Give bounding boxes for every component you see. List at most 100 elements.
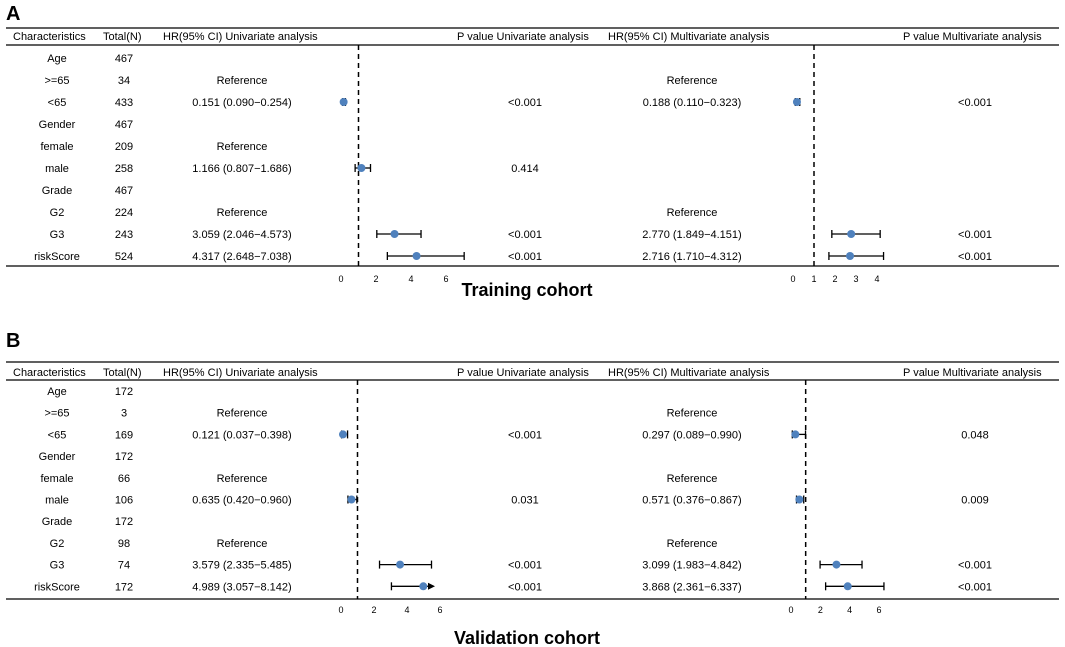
x-tick-label: 4 [847, 605, 852, 615]
row-multi-hr: 0.571 (0.376−0.867) [642, 495, 741, 507]
x-tick-label: 4 [874, 274, 879, 284]
row-characteristic: Age [47, 386, 67, 398]
row-multi-p: <0.001 [958, 560, 992, 572]
row-uni-hr: Reference [217, 141, 268, 153]
row-characteristic: >=65 [44, 75, 69, 87]
hr-point-univariate [390, 230, 399, 238]
hr-point-univariate [339, 98, 348, 106]
row-total: 66 [118, 473, 130, 485]
column-header: P value Univariate analysis [457, 31, 589, 43]
row-total: 172 [115, 386, 133, 398]
row-characteristic: Gender [39, 451, 76, 463]
x-tick-label: 0 [788, 605, 793, 615]
row-characteristic: male [45, 163, 69, 175]
row-uni-hr: 3.579 (2.335−5.485) [192, 560, 291, 572]
hr-point-multivariate [795, 495, 804, 504]
hr-point-multivariate [792, 98, 801, 106]
chart-title: Training cohort [461, 280, 592, 300]
row-multi-hr: Reference [667, 207, 718, 219]
hr-point-multivariate [832, 560, 841, 569]
row-characteristic: riskScore [34, 251, 80, 263]
row-multi-hr: Reference [667, 408, 718, 420]
row-total: 224 [115, 207, 133, 219]
column-header: Total(N) [103, 367, 142, 379]
row-multi-hr: Reference [667, 75, 718, 87]
row-uni-p: 0.414 [511, 163, 539, 175]
row-total: 3 [121, 408, 127, 420]
row-uni-hr: 4.989 (3.057−8.142) [192, 581, 291, 593]
column-header: HR(95% CI) Univariate analysis [163, 367, 318, 379]
row-multi-p: 0.048 [961, 429, 989, 441]
column-header: HR(95% CI) Multivariate analysis [608, 367, 770, 379]
row-multi-p: 0.009 [961, 495, 989, 507]
hr-point-multivariate [847, 230, 856, 238]
row-uni-hr: 3.059 (2.046−4.573) [192, 229, 291, 241]
row-uni-hr: 0.635 (0.420−0.960) [192, 495, 291, 507]
row-uni-p: <0.001 [508, 429, 542, 441]
row-characteristic: <65 [48, 429, 67, 441]
row-total: 169 [115, 429, 133, 441]
row-total: 172 [115, 451, 133, 463]
row-uni-hr: 1.166 (0.807−1.686) [192, 163, 291, 175]
row-total: 172 [115, 516, 133, 528]
hr-point-univariate [419, 582, 428, 591]
column-header: P value Multivariate analysis [903, 31, 1042, 43]
row-multi-hr: 2.770 (1.849−4.151) [642, 229, 741, 241]
x-tick-label: 2 [373, 274, 378, 284]
row-uni-hr: 4.317 (2.648−7.038) [192, 251, 291, 263]
column-header: Characteristics [13, 367, 86, 379]
x-tick-label: 3 [853, 274, 858, 284]
x-tick-label: 6 [876, 605, 881, 615]
row-uni-hr: Reference [217, 75, 268, 87]
hr-point-univariate [412, 252, 421, 260]
hr-point-multivariate [846, 252, 855, 260]
ci-arrow-univariate [428, 582, 435, 590]
row-characteristic: male [45, 495, 69, 507]
row-total: 467 [115, 119, 133, 131]
row-uni-hr: 0.151 (0.090−0.254) [192, 97, 291, 109]
row-multi-p: <0.001 [958, 229, 992, 241]
row-characteristic: G2 [50, 538, 65, 550]
row-total: 34 [118, 75, 130, 87]
row-uni-hr: Reference [217, 538, 268, 550]
row-multi-p: <0.001 [958, 581, 992, 593]
row-characteristic: G2 [50, 207, 65, 219]
row-uni-p: 0.031 [511, 495, 539, 507]
row-characteristic: Grade [42, 185, 73, 197]
row-multi-hr: 2.716 (1.710−4.312) [642, 251, 741, 263]
chart-title: Validation cohort [454, 628, 600, 647]
row-multi-p: <0.001 [958, 251, 992, 263]
row-multi-hr: Reference [667, 473, 718, 485]
row-characteristic: G3 [50, 229, 65, 241]
x-tick-label: 2 [371, 605, 376, 615]
row-multi-hr: 3.099 (1.983−4.842) [642, 560, 741, 572]
x-tick-label: 0 [790, 274, 795, 284]
column-header: HR(95% CI) Multivariate analysis [608, 31, 770, 43]
row-total: 467 [115, 185, 133, 197]
row-total: 98 [118, 538, 130, 550]
column-header: P value Univariate analysis [457, 367, 589, 379]
row-uni-hr: Reference [217, 207, 268, 219]
hr-point-multivariate [791, 430, 800, 439]
row-characteristic: G3 [50, 560, 65, 572]
row-uni-p: <0.001 [508, 251, 542, 263]
row-uni-p: <0.001 [508, 581, 542, 593]
row-multi-hr: Reference [667, 538, 718, 550]
hr-point-univariate [396, 560, 405, 569]
row-uni-p: <0.001 [508, 97, 542, 109]
row-uni-p: <0.001 [508, 229, 542, 241]
x-tick-label: 4 [404, 605, 409, 615]
row-characteristic: Age [47, 53, 67, 65]
row-characteristic: <65 [48, 97, 67, 109]
row-total: 209 [115, 141, 133, 153]
x-tick-label: 6 [437, 605, 442, 615]
row-uni-hr: Reference [217, 408, 268, 420]
row-total: 172 [115, 581, 133, 593]
hr-point-multivariate [843, 582, 852, 591]
panel-label: B [6, 330, 20, 352]
column-header: Characteristics [13, 31, 86, 43]
x-tick-label: 0 [338, 274, 343, 284]
row-total: 106 [115, 495, 133, 507]
row-total: 524 [115, 251, 133, 263]
